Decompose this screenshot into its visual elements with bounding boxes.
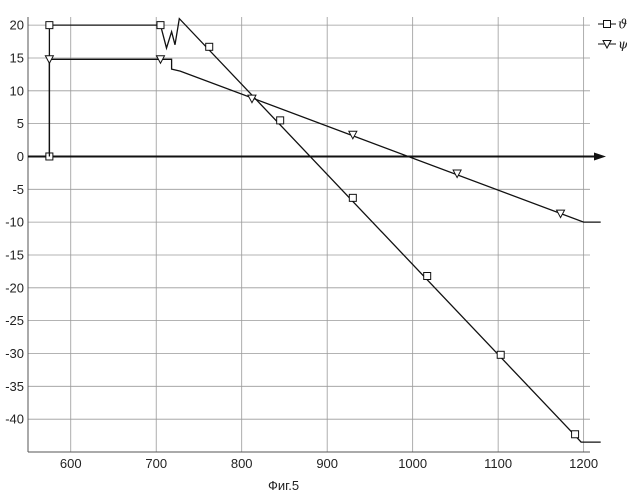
- y-tick-label: -40: [5, 412, 24, 427]
- series-line: [49, 19, 600, 443]
- legend-marker-square: [604, 21, 611, 28]
- y-tick-label: 0: [17, 149, 24, 164]
- data-point-square: [157, 22, 164, 29]
- x-tick-label: 1100: [484, 456, 512, 471]
- legend-label: ψ: [618, 38, 627, 53]
- axes: [28, 17, 606, 452]
- data-point-square: [206, 43, 213, 50]
- y-tick-label: -15: [5, 247, 24, 262]
- x-tick-label: 1000: [398, 456, 427, 471]
- data-point-square: [46, 22, 53, 29]
- legend-item: ψ: [598, 38, 627, 53]
- y-tick-label: 5: [17, 116, 24, 131]
- data-point-square: [277, 117, 284, 124]
- y-tick-label: 15: [10, 50, 24, 65]
- grid: [28, 17, 590, 452]
- x-tick-label: 1200: [569, 456, 598, 471]
- x-tick-label: 900: [316, 456, 338, 471]
- y-tick-label: -30: [5, 346, 24, 361]
- series-2: [45, 56, 600, 222]
- legend-label: ϑ: [618, 18, 627, 33]
- y-tick-label: -20: [5, 280, 24, 295]
- y-tick-label: 10: [10, 83, 24, 98]
- data-point-square: [349, 194, 356, 201]
- legend: ϑψ: [598, 18, 627, 53]
- y-tick-label: 20: [10, 18, 24, 33]
- y-tick-label: -10: [5, 215, 24, 230]
- y-tick-label: -35: [5, 379, 24, 394]
- data-point-square: [572, 431, 579, 438]
- x-tick-label: 800: [231, 456, 253, 471]
- series-line: [49, 59, 600, 222]
- series-1: [46, 19, 601, 443]
- data-point-square: [424, 273, 431, 280]
- series-group: [45, 19, 600, 443]
- x-tick-label: 600: [60, 456, 82, 471]
- tick-labels: 600 700 800 900 1000 1100 1200 20 15 10 5 0 -5 -10 -15…: [5, 18, 598, 471]
- data-point-square: [497, 351, 504, 358]
- y-tick-label: -5: [12, 182, 24, 197]
- zero-axis-arrow: [594, 152, 606, 160]
- x-tick-label: 700: [145, 456, 167, 471]
- y-tick-label: -25: [5, 313, 24, 328]
- legend-item: ϑ: [598, 18, 627, 33]
- figure-caption: Фиг.5: [268, 478, 299, 493]
